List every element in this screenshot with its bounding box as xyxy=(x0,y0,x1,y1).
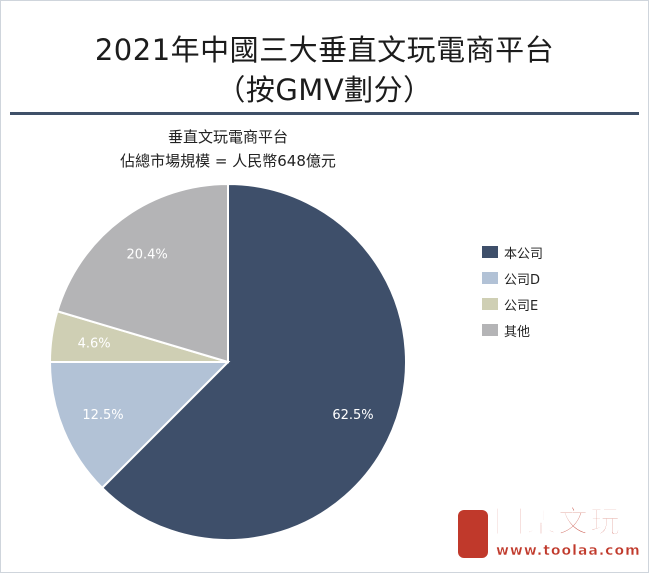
chart-legend: 本公司公司D 公司E 其他 xyxy=(482,243,543,347)
title-divider xyxy=(10,112,639,115)
legend-swatch xyxy=(482,324,498,336)
pie-slice-3 xyxy=(56,182,229,364)
pie-slice-0 xyxy=(100,182,407,541)
watermark-logo: 圖樂文玩 www.toolaa.com xyxy=(458,505,641,566)
legend-swatch xyxy=(482,298,498,310)
legend-label: 公司D xyxy=(504,272,541,288)
slice-data-label: 20.4% xyxy=(126,248,167,263)
page-title: 2021年中國三大垂直文玩電商平台 xyxy=(94,33,555,67)
legend-swatch xyxy=(482,246,498,258)
seal-icon xyxy=(458,510,488,558)
legend-swatch xyxy=(482,272,498,284)
legend-item: 公司E xyxy=(482,295,543,314)
chart-title: 垂直文玩電商平台 xyxy=(167,128,288,146)
legend-item: 其他 xyxy=(482,321,543,340)
pie-slice-1 xyxy=(48,361,231,490)
legend-label: 公司E xyxy=(504,298,539,314)
slice-data-label: 4.6% xyxy=(78,337,111,352)
chart-subtitle: 佔總市場規模 = 人民幣648億元 xyxy=(120,152,336,170)
watermark-name: 圖樂文玩 xyxy=(494,505,622,540)
page-title-qualifier: （按GMV劃分） xyxy=(216,73,433,107)
slice-data-label: 62.5% xyxy=(332,408,373,423)
legend-item: 本公司 xyxy=(482,243,544,262)
legend-item: 公司D xyxy=(482,269,543,288)
watermark-url: www.toolaa.com xyxy=(496,543,641,559)
legend-label: 其他 xyxy=(504,324,531,340)
legend-label: 本公司 xyxy=(504,246,544,262)
slice-data-label: 12.5% xyxy=(82,408,123,423)
